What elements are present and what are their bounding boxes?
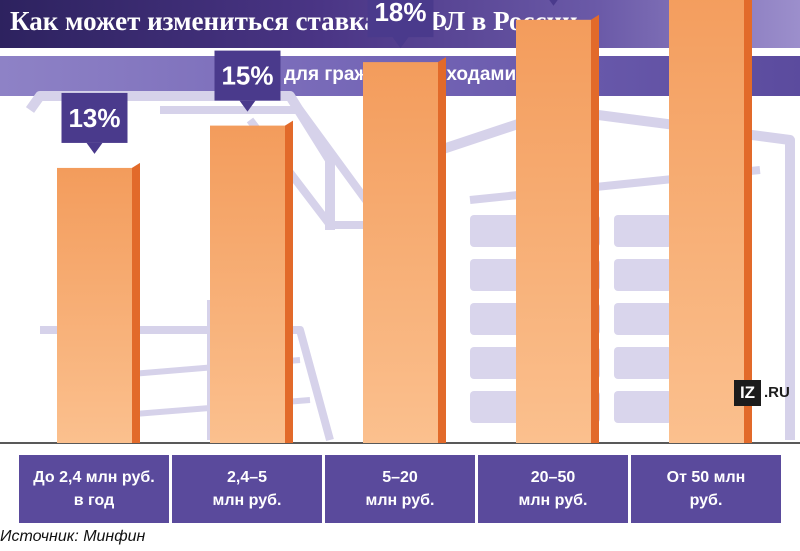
logo-ru-text: .RU: [764, 384, 790, 401]
category-label: в год: [74, 492, 114, 509]
category-label: млн руб.: [519, 492, 588, 509]
data-label: 18%: [374, 0, 426, 27]
value-callout: [367, 0, 434, 38]
category-label: млн руб.: [213, 492, 282, 509]
category-label-box: [172, 455, 322, 523]
data-label: 15%: [221, 61, 273, 91]
callout-pointer: [549, 0, 558, 6]
category-label: До 2,4 млн руб.: [33, 469, 154, 486]
bar: [669, 0, 744, 443]
bar-side-face: [132, 162, 140, 444]
value-callout: [214, 50, 281, 101]
calculator-key-shape: [614, 391, 672, 423]
category-label-box: [631, 455, 781, 523]
callout-pointer: [239, 100, 256, 112]
bar-side-face: [285, 120, 293, 443]
bar: [363, 62, 438, 444]
bar-side-face: [591, 14, 599, 444]
category-label: 5–20: [382, 469, 418, 486]
iz-ru-logo: IZ .RU: [734, 380, 796, 406]
category-label: руб.: [690, 492, 723, 509]
bar: [210, 125, 285, 443]
bar: [57, 167, 132, 444]
category-label-box: [325, 455, 475, 523]
calculator-key-shape: [614, 347, 672, 379]
calculator-key-shape: [470, 303, 528, 335]
category-label-box: [19, 455, 169, 523]
callout-pointer: [86, 142, 103, 154]
calculator-key-shape: [470, 215, 528, 247]
value-callout: [61, 92, 128, 143]
calculator-key-shape: [470, 347, 528, 379]
category-label: 20–50: [531, 469, 576, 486]
bar: [516, 19, 591, 444]
source-note: Источник: Минфин: [0, 528, 146, 545]
category-label-box: [478, 455, 628, 523]
logo-iz-mark: IZ: [734, 380, 761, 406]
page-title: Как может измениться ставка НДФЛ в Росси…: [10, 6, 578, 36]
calculator-key-shape: [614, 259, 672, 291]
bar-side-face: [744, 0, 752, 443]
bar-side-face: [438, 57, 446, 444]
category-label: От 50 млн: [667, 469, 746, 486]
callout-pointer: [392, 37, 409, 49]
category-label: 2,4–5: [227, 469, 267, 486]
calculator-key-shape: [470, 391, 528, 423]
calculator-key-shape: [470, 259, 528, 291]
calculator-key-shape: [614, 303, 672, 335]
data-label: 13%: [68, 103, 120, 133]
category-label: млн руб.: [366, 492, 435, 509]
calculator-key-shape: [614, 215, 672, 247]
